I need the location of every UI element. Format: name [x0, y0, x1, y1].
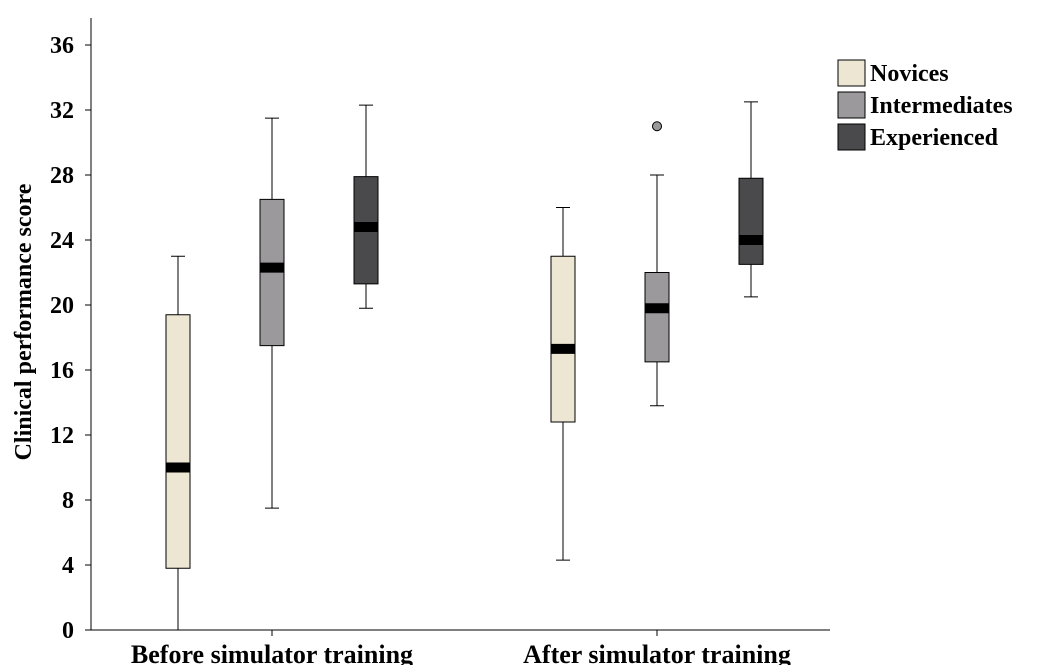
box-intermediates-after: [644, 121, 670, 407]
y-tick-label: 24: [50, 228, 74, 254]
median-bar: [166, 462, 190, 473]
x-axis: Before simulator training After simulator…: [91, 629, 830, 665]
legend-item-intermediates: Intermediates: [837, 91, 1013, 119]
legend-label: Novices: [870, 61, 949, 87]
x-category-label: After simulator training: [523, 640, 791, 665]
box-experienced-after: [738, 101, 764, 298]
box-plot-series: [165, 101, 764, 631]
median-bar: [739, 235, 763, 245]
iqr-box: [738, 177, 764, 265]
box-novices-before: [165, 255, 191, 631]
iqr-box: [165, 314, 191, 569]
y-tick-label: 36: [50, 33, 74, 59]
box-intermediates-before: [259, 117, 285, 509]
y-tick-label: 0: [62, 618, 74, 644]
median-bar: [260, 262, 284, 273]
y-tick-label: 4: [62, 553, 74, 579]
legend: Novices Intermediates Experienced: [837, 59, 1013, 151]
legend-swatch: [837, 123, 866, 151]
median-bar: [645, 303, 669, 314]
legend-item-novices: Novices: [837, 59, 949, 87]
median-bar: [551, 343, 575, 354]
median-bar: [354, 222, 378, 232]
y-tick-label: 28: [50, 163, 74, 189]
box-novices-after: [550, 207, 576, 561]
box-experienced-before: [353, 104, 379, 309]
legend-label: Experienced: [870, 125, 999, 151]
y-axis-title: Clinical performance score: [11, 183, 37, 460]
legend-item-experienced: Experienced: [837, 123, 999, 151]
y-tick-label: 20: [50, 293, 74, 319]
legend-swatch: [837, 91, 866, 119]
y-tick-label: 12: [50, 423, 74, 449]
outlier-point: [652, 121, 662, 132]
y-axis: 0 4 8 12 16 20 24 28 32 36: [50, 18, 92, 644]
x-category-label: Before simulator training: [131, 640, 413, 665]
legend-label: Intermediates: [870, 93, 1013, 119]
iqr-box: [550, 255, 576, 423]
legend-swatch: [837, 59, 866, 87]
iqr-box: [644, 272, 670, 363]
y-tick-label: 16: [50, 358, 74, 384]
y-tick-label: 32: [50, 98, 74, 124]
y-tick-label: 8: [62, 488, 74, 514]
